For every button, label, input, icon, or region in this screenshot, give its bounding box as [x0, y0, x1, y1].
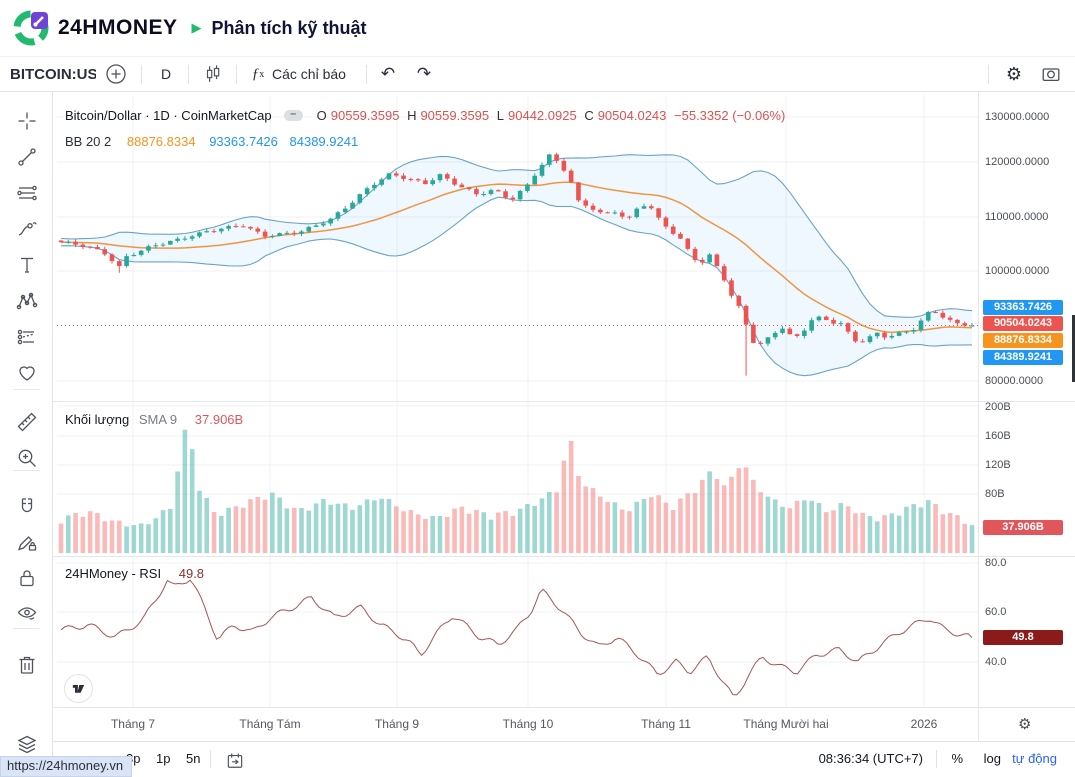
range-button-5n[interactable]: 5n — [186, 751, 201, 766]
redo-icon[interactable]: ↷ — [416, 64, 432, 83]
time-tick-label: 2026 — [910, 717, 938, 731]
time-tick-label: Tháng 10 — [502, 717, 554, 731]
xabcd-pattern-icon[interactable] — [12, 286, 42, 316]
sidebar-separator — [13, 470, 40, 471]
hide-drawings-eye-icon[interactable] — [12, 598, 42, 628]
bottom-toolbar: 3p 1p 5n 08:36:34 (UTC+7) % log tự động — [53, 741, 1075, 777]
volume-chip: 37.906B — [983, 520, 1063, 535]
panel-divider[interactable] — [53, 556, 1075, 557]
log-scale-button[interactable]: log — [983, 751, 1001, 766]
site-header: 24HMONEY ▶ Phân tích kỹ thuật — [0, 0, 1075, 57]
price-chip: 90504.0243 — [983, 316, 1063, 331]
range-button-1p[interactable]: 1p — [156, 751, 171, 766]
rsi-tick-label: 60.0 — [985, 606, 1007, 618]
rsi-chip: 49.8 — [983, 630, 1063, 645]
layers-icon[interactable] — [12, 730, 42, 760]
bollinger-legend[interactable]: BB 20 2 88876.8334 93363.7426 84389.9241 — [65, 134, 359, 149]
lock-icon[interactable] — [12, 563, 42, 593]
time-axis-gear-icon[interactable]: ⚙ — [1018, 716, 1032, 733]
price-tick-label: 110000.0000 — [985, 211, 1049, 223]
price-tick-label: 130000.0000 — [985, 111, 1050, 123]
time-tick-label: Tháng 11 — [641, 717, 691, 731]
time-tick-label: Tháng 9 — [374, 717, 420, 731]
time-tick-label: Tháng 7 — [110, 717, 156, 731]
zoom-in-icon[interactable] — [12, 443, 42, 473]
indicators-button[interactable]: Các chỉ báo — [272, 66, 346, 82]
rsi-legend[interactable]: 24HMoney - RSI 49.8 — [65, 566, 205, 581]
price-chart-panel[interactable] — [57, 95, 978, 401]
brush-icon[interactable] — [12, 214, 42, 244]
clock[interactable]: 08:36:34 (UTC+7) — [818, 751, 923, 766]
forecast-icon[interactable] — [12, 322, 42, 352]
interval-button[interactable]: D — [160, 66, 172, 82]
sidebar-separator — [13, 389, 40, 390]
undo-icon[interactable]: ↶ — [380, 64, 396, 83]
trendline-icon[interactable] — [12, 142, 42, 172]
text-tool-icon[interactable] — [12, 250, 42, 280]
breadcrumb-arrow-icon: ▶ — [191, 20, 202, 35]
sidebar-separator — [13, 628, 40, 629]
drawing-tools-sidebar — [0, 92, 53, 777]
camera-snapshot-icon[interactable] — [1034, 57, 1068, 91]
volume-tick-label: 120B — [985, 459, 1011, 471]
collapse-legend-icon[interactable]: – — [283, 109, 303, 121]
ruler-icon[interactable] — [12, 407, 42, 437]
rsi-panel[interactable] — [57, 557, 978, 707]
volume-panel[interactable] — [57, 402, 978, 556]
volume-tick-label: 160B — [985, 430, 1011, 442]
symbol-search-button[interactable]: BITCOIN:US — [10, 65, 96, 83]
rsi-tick-label: 40.0 — [985, 656, 1007, 668]
volume-tick-label: 200B — [985, 401, 1011, 413]
volume-tick-label: 80B — [985, 488, 1005, 500]
price-chip: 93363.7426 — [983, 300, 1063, 315]
panel-divider — [53, 707, 1075, 708]
settings-gear-icon[interactable]: ⚙ — [1005, 63, 1023, 84]
price-tick-label: 120000.0000 — [985, 156, 1050, 168]
trash-icon[interactable] — [12, 650, 42, 680]
panel-divider[interactable] — [53, 401, 1075, 402]
price-axis-border — [978, 92, 979, 741]
go-to-date-button[interactable] — [225, 751, 245, 771]
magnet-icon[interactable] — [12, 492, 42, 522]
time-tick-label: Tháng Tám — [239, 717, 301, 731]
brand-name[interactable]: 24HMONEY — [58, 16, 178, 39]
percent-scale-button[interactable]: % — [951, 751, 963, 766]
tradingview-logo-button[interactable] — [64, 674, 93, 703]
crosshair-icon[interactable] — [12, 106, 42, 136]
price-chip: 84389.9241 — [983, 350, 1063, 365]
price-tick-label: 80000.0000 — [985, 375, 1044, 387]
price-tick-label: 100000.0000 — [985, 265, 1050, 277]
24hmoney-logo[interactable] — [12, 9, 50, 47]
parallel-lines-icon[interactable] — [12, 178, 42, 208]
drawing-pencil-lock-icon[interactable] — [12, 527, 42, 557]
rsi-tick-label: 80.0 — [985, 557, 1007, 569]
time-tick-label: Tháng Mười hai — [743, 717, 829, 731]
page-title: Phân tích kỹ thuật — [211, 17, 367, 38]
auto-scale-button[interactable]: tự động — [1012, 751, 1057, 766]
symbol-legend-title[interactable]: Bitcoin/Dollar · 1D · CoinMarketCap — [65, 108, 272, 123]
compare-add-symbol-button[interactable] — [96, 57, 136, 91]
scrollbar-thumb[interactable] — [1072, 315, 1075, 382]
browser-status-url: https://24hmoney.vn — [0, 756, 133, 777]
ohlc-values: O 90559.3595 H 90559.3595 L 90442.0925 C 905… — [316, 108, 786, 123]
price-chip: 88876.8334 — [983, 333, 1063, 348]
heart-icon[interactable] — [12, 358, 42, 388]
volume-legend[interactable]: Khối lượng SMA 9 37.906B — [65, 412, 244, 427]
chart-style-button[interactable] — [196, 57, 230, 91]
